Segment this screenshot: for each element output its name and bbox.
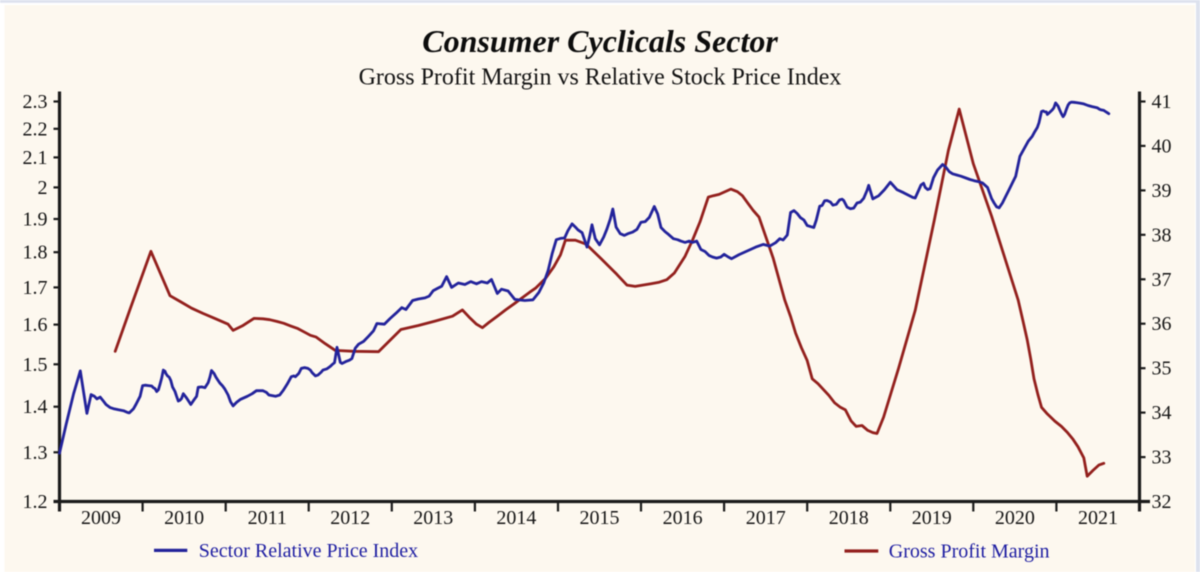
svg-text:1.3: 1.3 [23,442,48,464]
svg-text:1.8: 1.8 [23,242,48,264]
svg-text:40: 40 [1152,135,1172,157]
svg-text:2.1: 2.1 [23,147,48,169]
svg-text:2.2: 2.2 [23,118,48,140]
svg-text:1.6: 1.6 [23,314,48,336]
svg-text:1.2: 1.2 [23,491,48,513]
svg-text:1.4: 1.4 [23,396,48,418]
svg-text:41: 41 [1152,91,1172,113]
svg-text:2014: 2014 [496,507,536,529]
svg-text:33: 33 [1152,447,1172,469]
svg-text:1.5: 1.5 [23,354,48,376]
svg-text:39: 39 [1152,180,1172,202]
svg-text:1.7: 1.7 [23,277,48,299]
svg-text:2017: 2017 [746,507,786,529]
svg-text:35: 35 [1152,358,1172,380]
svg-text:1.9: 1.9 [23,209,48,231]
svg-text:2010: 2010 [164,507,204,529]
svg-text:2018: 2018 [829,507,869,529]
svg-text:2011: 2011 [248,507,287,529]
svg-text:2016: 2016 [663,507,703,529]
svg-text:2021: 2021 [1078,507,1118,529]
svg-text:37: 37 [1152,269,1172,291]
svg-text:2020: 2020 [995,507,1035,529]
svg-text:36: 36 [1152,313,1172,335]
svg-text:34: 34 [1152,402,1172,424]
svg-text:2.3: 2.3 [23,91,48,113]
svg-text:Gross Profit Margin vs Relativ: Gross Profit Margin vs Relative Stock Pr… [359,65,842,91]
svg-text:Consumer Cyclicals Sector: Consumer Cyclicals Sector [422,23,778,59]
svg-text:2012: 2012 [330,507,370,529]
svg-text:2009: 2009 [81,507,121,529]
svg-text:32: 32 [1152,491,1172,513]
svg-text:2015: 2015 [580,507,620,529]
svg-text:Gross Profit Margin: Gross Profit Margin [889,540,1050,562]
svg-text:2013: 2013 [413,507,453,529]
svg-text:38: 38 [1152,224,1172,246]
svg-text:2019: 2019 [912,507,952,529]
svg-text:2: 2 [38,177,48,199]
svg-text:Sector Relative Price Index: Sector Relative Price Index [199,540,418,562]
